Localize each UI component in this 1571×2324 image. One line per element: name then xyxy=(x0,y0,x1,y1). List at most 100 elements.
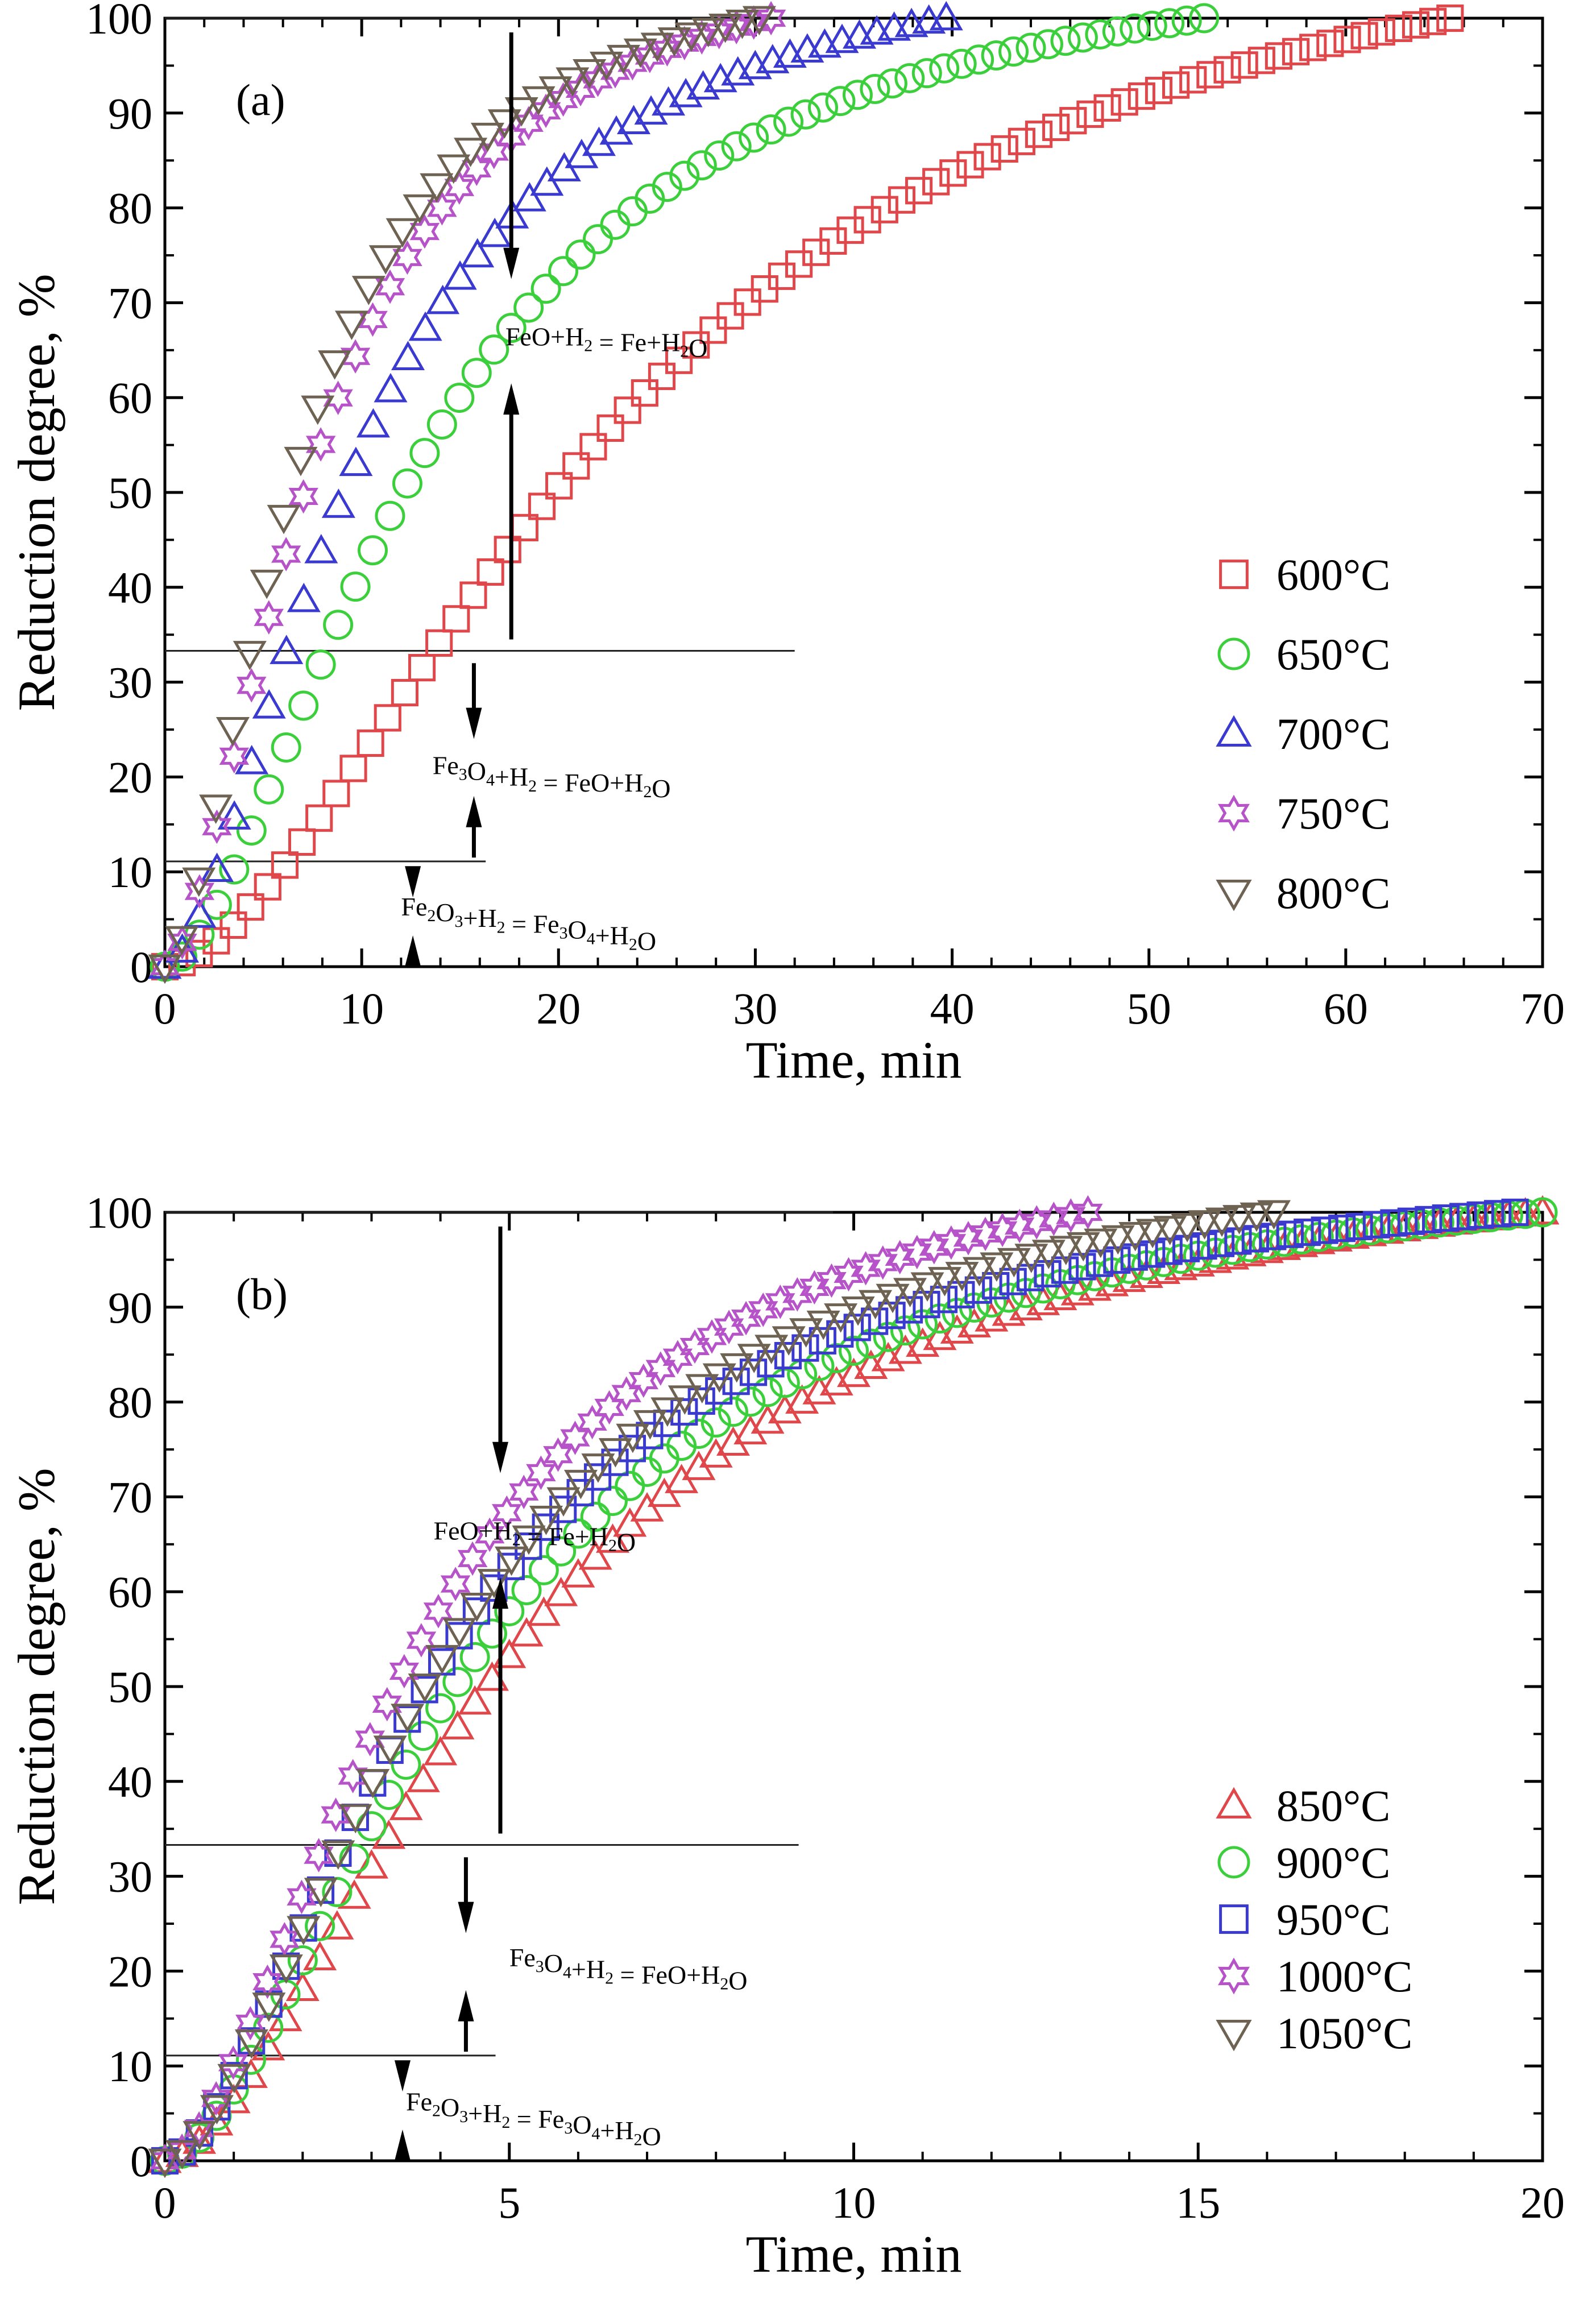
data-point xyxy=(148,2148,182,2178)
data-point xyxy=(595,1523,629,1553)
data-point xyxy=(322,780,350,807)
data-point xyxy=(444,383,475,413)
stage-arrow-head xyxy=(394,2060,411,2092)
data-point xyxy=(476,1618,507,1649)
y-tick-label: 10 xyxy=(108,847,152,897)
x-axis-title: Time, min xyxy=(745,1031,961,1089)
data-point xyxy=(321,1840,355,1870)
data-point xyxy=(981,40,1012,71)
data-point xyxy=(340,571,371,602)
data-point xyxy=(270,635,304,664)
data-point xyxy=(374,372,408,403)
stage-arrow-head xyxy=(394,2129,411,2161)
data-point xyxy=(1397,1207,1425,1235)
data-point xyxy=(504,97,538,127)
data-point xyxy=(617,105,651,135)
data-point xyxy=(686,150,717,181)
y-tick-label: 90 xyxy=(108,89,152,138)
legend-marker xyxy=(1216,2020,1252,2052)
x-tick-label: 70 xyxy=(1520,984,1565,1033)
data-point xyxy=(339,755,367,782)
data-point xyxy=(1135,1219,1170,1249)
legend-label: 650°C xyxy=(1276,629,1390,679)
data-point xyxy=(1380,1209,1408,1237)
x-tick-label: 20 xyxy=(1520,2178,1565,2227)
data-point xyxy=(929,53,960,84)
data-point xyxy=(425,1644,459,1675)
data-point xyxy=(1230,51,1258,79)
data-point xyxy=(1076,100,1104,128)
data-point xyxy=(645,1351,676,1386)
data-point xyxy=(340,339,371,374)
data-point xyxy=(1066,1232,1100,1262)
data-point xyxy=(1385,14,1413,42)
data-point xyxy=(843,1314,871,1341)
data-point xyxy=(562,452,590,480)
data-point xyxy=(338,1759,368,1793)
data-point xyxy=(374,704,401,732)
data-point xyxy=(578,1540,612,1570)
x-tick-label: 50 xyxy=(1127,984,1171,1033)
data-point xyxy=(305,427,336,462)
data-point xyxy=(773,38,807,68)
legend-label: 800°C xyxy=(1276,868,1390,918)
data-point xyxy=(304,534,338,564)
y-tick-label: 30 xyxy=(108,658,152,707)
data-point xyxy=(785,1384,819,1414)
data-point xyxy=(1188,1210,1222,1240)
data-point xyxy=(725,10,759,39)
data-point xyxy=(1031,1240,1066,1269)
data-point xyxy=(597,1486,628,1517)
data-point xyxy=(358,535,388,566)
data-point xyxy=(623,38,657,68)
data-point xyxy=(573,59,607,89)
data-point xyxy=(459,581,487,609)
data-point xyxy=(420,173,454,203)
data-point xyxy=(1474,1200,1508,1231)
data-point xyxy=(252,1992,286,2022)
data-point xyxy=(859,1290,893,1320)
stage-arrow-head xyxy=(458,1902,474,1933)
data-point xyxy=(339,446,373,477)
data-point xyxy=(1049,1236,1083,1266)
data-point xyxy=(1179,66,1207,94)
y-tick-label: 20 xyxy=(108,1946,152,1996)
data-point xyxy=(513,292,544,323)
data-point xyxy=(271,732,301,763)
stage-arrow-head xyxy=(466,707,482,739)
data-point xyxy=(202,809,232,844)
data-point xyxy=(1084,1228,1118,1258)
data-point xyxy=(530,274,561,304)
y-tick-label: 10 xyxy=(108,2041,152,2091)
data-point xyxy=(271,851,299,879)
reaction-annotation: Fe2O3+H2 = Fe3O4+H2O xyxy=(401,892,656,956)
data-point xyxy=(271,537,301,571)
data-point xyxy=(1153,1216,1187,1245)
data-point xyxy=(674,22,708,52)
data-point xyxy=(600,209,631,240)
data-point xyxy=(233,641,267,670)
data-point xyxy=(980,1252,1014,1282)
data-point xyxy=(368,245,403,275)
data-point xyxy=(789,1318,823,1348)
data-point xyxy=(494,1596,525,1627)
data-point xyxy=(964,44,994,75)
y-tick-label: 70 xyxy=(108,1472,152,1522)
legend-marker xyxy=(1216,715,1252,747)
data-point xyxy=(1004,1208,1035,1244)
data-point xyxy=(613,1507,647,1537)
data-point xyxy=(460,1592,494,1622)
stage-arrow-head xyxy=(405,935,421,967)
data-point xyxy=(669,160,700,191)
data-point xyxy=(288,479,318,514)
data-point xyxy=(665,346,693,374)
data-point xyxy=(860,73,890,104)
data-point xyxy=(323,380,353,415)
data-point xyxy=(1033,29,1063,60)
data-point xyxy=(1034,1260,1062,1288)
data-point xyxy=(251,2031,285,2061)
data-point xyxy=(389,1791,423,1820)
data-point xyxy=(339,1844,370,1874)
data-point xyxy=(425,1693,456,1724)
